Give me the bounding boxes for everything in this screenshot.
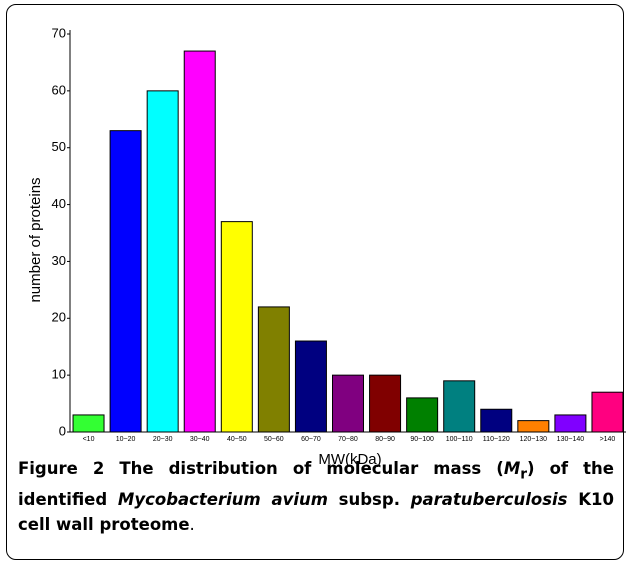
x-tick-label: <10 bbox=[83, 436, 95, 443]
caption: Figure 2 The distribution of molecular m… bbox=[18, 456, 614, 537]
y-tick-label: 0 bbox=[59, 423, 66, 438]
x-tick-label: 30~40 bbox=[190, 436, 210, 443]
figure-frame bbox=[6, 4, 624, 560]
caption-text: paratuberculosis bbox=[410, 490, 568, 510]
bar bbox=[220, 221, 253, 433]
x-tick-label: 40~50 bbox=[227, 436, 247, 443]
x-tick-label: 10~20 bbox=[116, 436, 136, 443]
x-tick-label: 60~70 bbox=[301, 436, 321, 443]
y-tick-label: 40 bbox=[52, 196, 66, 211]
x-axis-label: MW(kDa) bbox=[318, 451, 381, 468]
bar bbox=[146, 90, 179, 433]
bar bbox=[480, 408, 513, 433]
x-tick-label: 120~130 bbox=[520, 436, 548, 443]
x-tick-label: 20~30 bbox=[153, 436, 173, 443]
caption-text: M bbox=[503, 459, 521, 478]
bar bbox=[257, 306, 290, 433]
caption-text: Mycobacterium avium bbox=[117, 490, 328, 510]
y-tick-label: 20 bbox=[52, 310, 66, 325]
bar bbox=[294, 340, 327, 433]
y-tick-label: 70 bbox=[52, 25, 66, 40]
bar bbox=[517, 420, 550, 433]
y-tick-label: 60 bbox=[52, 82, 66, 97]
chart: MW(kDa) number of proteins 0 10 20 30 40 50 60… bbox=[27, 25, 626, 468]
bar bbox=[109, 130, 142, 433]
bar bbox=[554, 414, 587, 433]
bar bbox=[443, 380, 476, 433]
caption-text: r bbox=[520, 466, 528, 483]
caption-label: Figure 2 bbox=[18, 459, 105, 478]
bar bbox=[406, 397, 439, 433]
x-tick-label: 50~60 bbox=[264, 436, 284, 443]
bar bbox=[591, 391, 624, 433]
bar bbox=[369, 374, 402, 433]
bar bbox=[183, 50, 216, 433]
bar bbox=[72, 414, 105, 433]
y-axis-label: number of proteins bbox=[27, 177, 44, 302]
x-tick-label: >140 bbox=[600, 436, 616, 443]
y-tick-label: 30 bbox=[52, 253, 66, 268]
x-tick-label: 80~90 bbox=[375, 436, 395, 443]
x-tick-label: 70~80 bbox=[338, 436, 358, 443]
caption-text: K10 cell wall proteome bbox=[18, 490, 614, 535]
caption-text: ) of the identified bbox=[18, 459, 614, 510]
caption-text: The distribution of molecular mass ( bbox=[104, 459, 504, 478]
bar bbox=[332, 374, 364, 433]
x-tick-label: 130~140 bbox=[557, 436, 585, 443]
caption-text: . bbox=[189, 515, 195, 535]
caption-text: subsp. bbox=[327, 490, 411, 510]
x-tick-label: 90~100 bbox=[410, 436, 434, 443]
y-tick-label: 10 bbox=[52, 367, 66, 382]
x-tick-label: 110~120 bbox=[483, 436, 510, 443]
y-tick-label: 50 bbox=[52, 139, 66, 154]
x-tick-label: 100~110 bbox=[446, 436, 473, 443]
